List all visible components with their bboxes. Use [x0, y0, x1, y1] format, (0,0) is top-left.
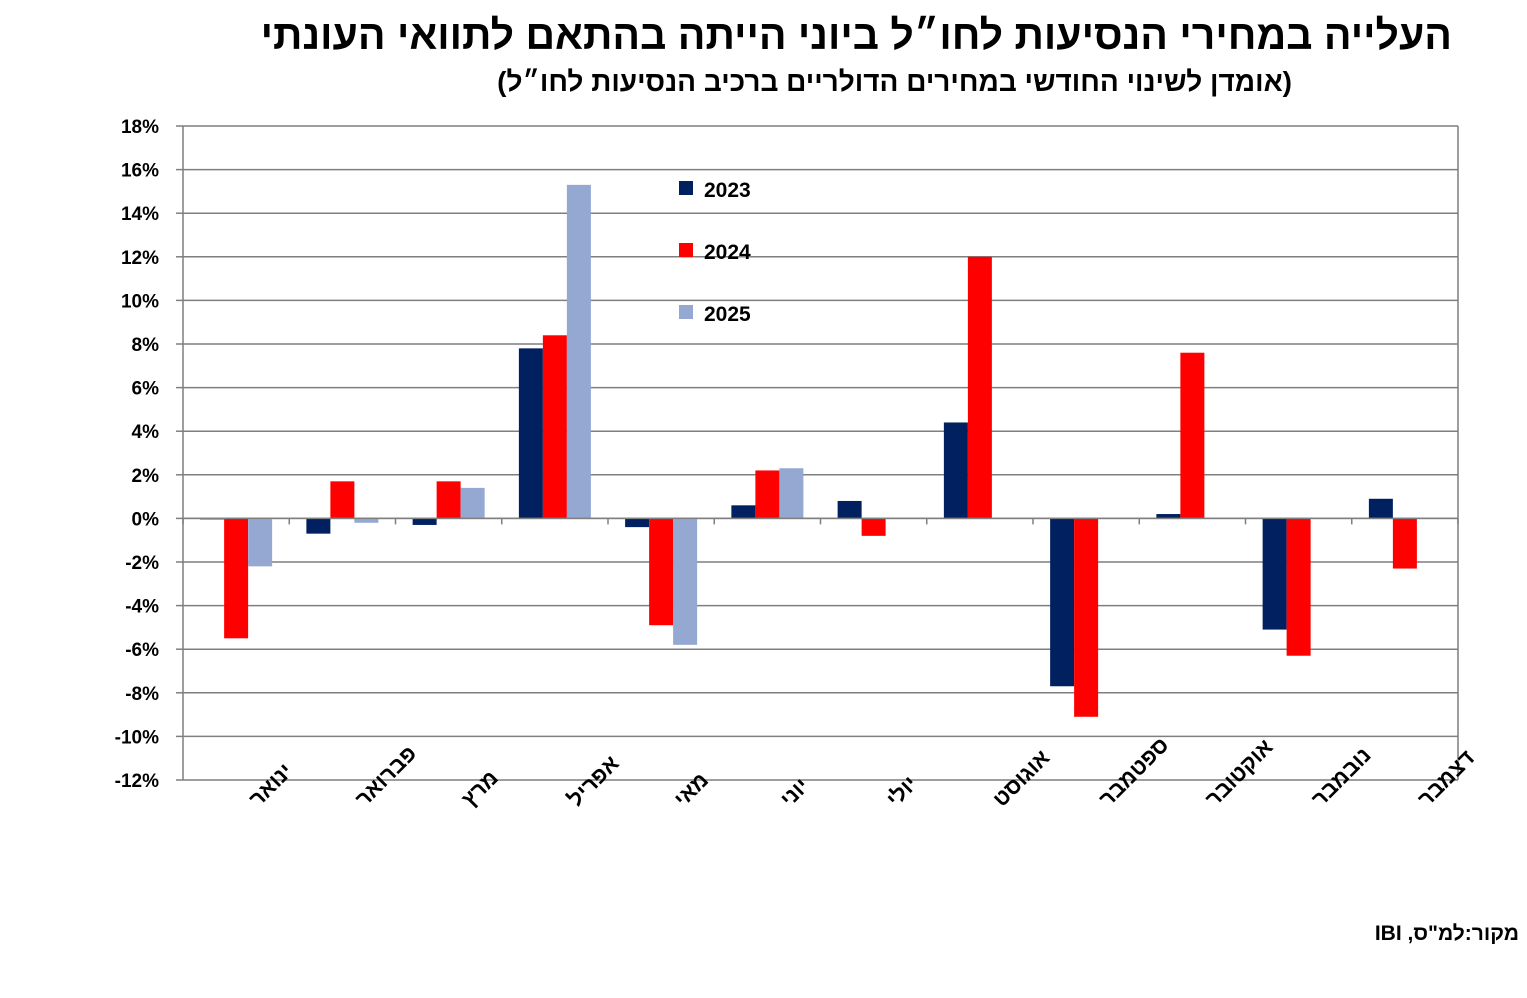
bar-2023-9 — [1050, 518, 1075, 687]
x-tick-label: פברואר — [350, 741, 421, 812]
x-tick-label: מאי — [669, 767, 713, 811]
chart-subtitle: (אומדן לשינוי החודשי במחירים הדולריים בר… — [497, 66, 1292, 97]
bar-2024-2 — [330, 481, 355, 519]
y-tick-label: -10% — [115, 727, 159, 748]
bar-2024-9 — [1074, 518, 1099, 717]
x-tick-label: אוגוסט — [988, 745, 1055, 812]
y-tick-label: -2% — [125, 553, 159, 574]
bar-2023-4 — [518, 348, 543, 519]
bars — [200, 184, 1417, 717]
bar-2024-6 — [755, 470, 780, 519]
y-tick-label: -12% — [115, 771, 159, 792]
y-tick-label: 16% — [121, 161, 159, 182]
bar-2025-5 — [673, 518, 698, 645]
y-tick-label: 12% — [121, 248, 159, 269]
legend-swatch-2025 — [679, 305, 693, 319]
bar-2023-2 — [306, 518, 331, 534]
bar-2023-12 — [1368, 498, 1393, 519]
bar-2024-10 — [1180, 352, 1205, 519]
y-tick-label: 10% — [121, 291, 159, 312]
y-tick-label: 8% — [132, 335, 160, 356]
bar-2024-7 — [861, 518, 886, 536]
source-note: מקור:למ"ס, IBI — [1374, 922, 1519, 945]
grid-lines — [183, 125, 1458, 781]
legend-label-2025: 2025 — [704, 303, 751, 326]
bar-2024-5 — [649, 518, 674, 626]
bar-2024-8 — [967, 256, 992, 519]
y-tick-label: 4% — [132, 422, 160, 443]
x-tick-label: אפריל — [563, 751, 624, 812]
bar-2024-11 — [1286, 518, 1311, 656]
x-tick-label: דצמבר — [1413, 745, 1480, 812]
y-tick-label: -4% — [125, 597, 159, 618]
y-tick-label: 14% — [121, 204, 159, 225]
bar-2023-8 — [943, 422, 968, 519]
bar-2023-10 — [1156, 514, 1181, 519]
x-tick-label: ינואר — [244, 758, 297, 811]
bar-2025-6 — [779, 468, 804, 519]
bar-2025-2 — [354, 518, 379, 523]
x-tick-label: ספטמבר — [1094, 732, 1173, 811]
legend: 2023 2024 2025 — [679, 179, 751, 326]
bar-2025-4 — [566, 184, 591, 519]
legend-label-2024: 2024 — [704, 241, 751, 264]
bar-2025-3 — [460, 487, 485, 519]
y-tick-label: 18% — [121, 117, 159, 138]
bar-2024-4 — [542, 335, 567, 519]
y-tick-label: -8% — [125, 684, 159, 705]
bar-2024-12 — [1392, 518, 1417, 569]
x-tick-label: יוני — [775, 773, 813, 811]
y-tick-label: 6% — [132, 379, 160, 400]
legend-label-2023: 2023 — [704, 179, 751, 202]
x-tick-label: אוקטובר — [1200, 734, 1277, 811]
bar-2024-1 — [224, 518, 249, 639]
bar-2023-7 — [837, 500, 862, 519]
chart-title: העלייה במחירי הנסיעות לחו״ל ביוני הייתה … — [260, 12, 1452, 58]
y-tick-labels: 18% 16% 14% 12% 10% 8% 6% 4% 2% 0% -2% -4% -6% -8% -10… — [115, 117, 159, 792]
y-tick-label: 0% — [132, 509, 160, 530]
x-tick-label: מרץ — [456, 765, 503, 812]
bar-2023-3 — [412, 518, 437, 525]
x-tick-labels: ינואר פברואר מרץ אפריל מאי יוני יולי אוגוסט ספטמ… — [244, 732, 1479, 811]
legend-swatch-2024 — [679, 243, 693, 257]
bar-2023-11 — [1262, 518, 1287, 630]
bar-2025-1 — [248, 518, 273, 567]
y-tick-label: 2% — [132, 466, 160, 487]
bar-2023-6 — [731, 505, 756, 519]
x-tick-label: יולי — [881, 771, 922, 812]
bar-2024-3 — [436, 481, 461, 519]
legend-swatch-2023 — [679, 181, 693, 195]
x-tick-label: נובמבר — [1306, 742, 1375, 811]
y-tick-label: -6% — [125, 640, 159, 661]
axes — [176, 125, 1459, 781]
bar-2023-5 — [625, 518, 650, 528]
